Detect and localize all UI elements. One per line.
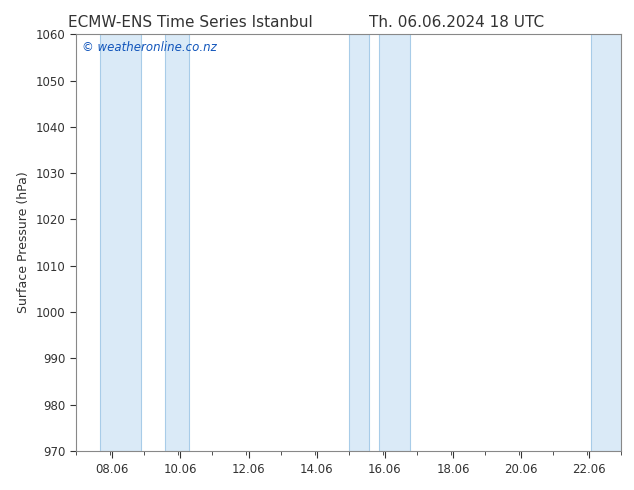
Bar bbox=[379, 34, 410, 451]
Text: © weatheronline.co.nz: © weatheronline.co.nz bbox=[82, 41, 216, 53]
Bar bbox=[165, 34, 188, 451]
Y-axis label: Surface Pressure (hPa): Surface Pressure (hPa) bbox=[17, 172, 30, 314]
Bar bbox=[591, 34, 624, 451]
Text: ECMW-ENS Time Series Istanbul: ECMW-ENS Time Series Istanbul bbox=[68, 15, 313, 30]
Text: Th. 06.06.2024 18 UTC: Th. 06.06.2024 18 UTC bbox=[369, 15, 544, 30]
Bar bbox=[100, 34, 141, 451]
Bar bbox=[349, 34, 369, 451]
